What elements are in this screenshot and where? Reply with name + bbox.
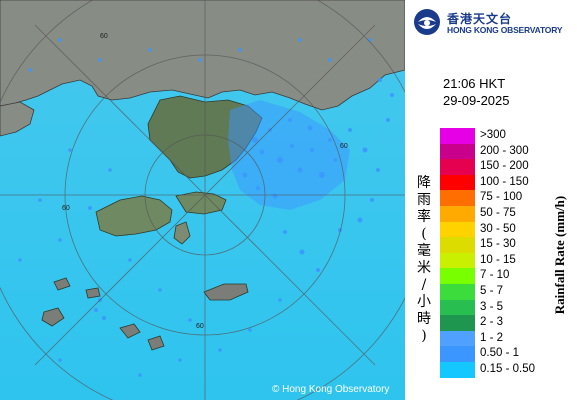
legend-label: 30 - 50: [480, 222, 516, 235]
south-island-2: [119, 323, 141, 339]
legend-label: 150 - 200: [480, 160, 529, 173]
radar-time: 21:06 HKT: [443, 76, 506, 91]
org-name-en: HONG KONG OBSERVATORY: [447, 25, 563, 35]
range-ring-labels: 60 60 60 60: [62, 33, 348, 330]
legend-title-en: Rainfall Rate (mm/h): [552, 195, 567, 315]
south-island-6: [53, 277, 71, 291]
legend-swatch: [440, 346, 475, 362]
legend-label: 200 - 300: [480, 144, 529, 157]
legend-swatch: [440, 205, 475, 222]
lantau-island: [95, 195, 173, 237]
legend-swatch: [440, 330, 475, 347]
legend-swatch: [440, 252, 475, 269]
radar-date: 29-09-2025: [443, 93, 510, 108]
legend-label: 0.50 - 1: [480, 347, 519, 360]
range-label-west: 60: [62, 205, 70, 212]
legend-swatch: [440, 159, 475, 175]
legend-label: 10 - 15: [480, 253, 516, 266]
legend-label: 1 - 2: [480, 331, 504, 344]
range-label-east: 60: [340, 143, 348, 150]
org-name-zh: 香港天文台: [447, 12, 513, 26]
legend-label: 75 - 100: [480, 191, 523, 204]
range-label-north: 60: [100, 33, 108, 40]
legend-title-zh: 降雨率(毫米 / 小時): [417, 175, 431, 344]
south-island-5: [147, 335, 165, 351]
legend-panel: 香港天文台 HONG KONG OBSERVATORY 21:06 HKT 29…: [405, 0, 577, 400]
legend-label: >300: [480, 129, 506, 141]
south-island-3: [41, 307, 65, 327]
legend-swatch: [440, 268, 475, 284]
legend-swatch: [440, 190, 475, 206]
legend-label: 50 - 75: [480, 206, 516, 219]
legend-label: 5 - 7: [480, 284, 504, 297]
legend-swatch: [440, 315, 475, 331]
west-land: [0, 101, 35, 137]
legend-swatch: [440, 174, 475, 191]
legend-swatch: [440, 299, 475, 316]
legend-label: 15 - 30: [480, 238, 516, 251]
legend-label: 7 - 10: [480, 269, 510, 282]
legend-label: 100 - 150: [480, 175, 529, 188]
lamma-island: [173, 221, 191, 245]
range-rings: [0, 0, 405, 400]
hko-logo-icon: [414, 9, 440, 35]
hko-logo: 香港天文台 HONG KONG OBSERVATORY: [413, 8, 577, 36]
south-island-4: [85, 287, 101, 299]
legend-swatch: [440, 128, 475, 144]
legend-label: 2 - 3: [480, 316, 504, 329]
hong-kong-island: [175, 191, 227, 215]
legend-swatch: [440, 221, 475, 238]
legend-swatch: [440, 237, 475, 253]
legend-label: 3 - 5: [480, 300, 504, 313]
radar-map: 60 60 60 60: [0, 0, 405, 400]
rain-echoes: [18, 38, 394, 377]
legend-swatch: [440, 143, 475, 160]
legend-swatch: [440, 361, 475, 378]
copyright-text: © Hong Kong Observatory: [272, 384, 390, 395]
legend-swatch: [440, 283, 475, 300]
legend-label: 0.15 - 0.50: [480, 362, 535, 375]
range-label-south: 60: [196, 323, 204, 330]
south-island-1: [203, 283, 249, 301]
